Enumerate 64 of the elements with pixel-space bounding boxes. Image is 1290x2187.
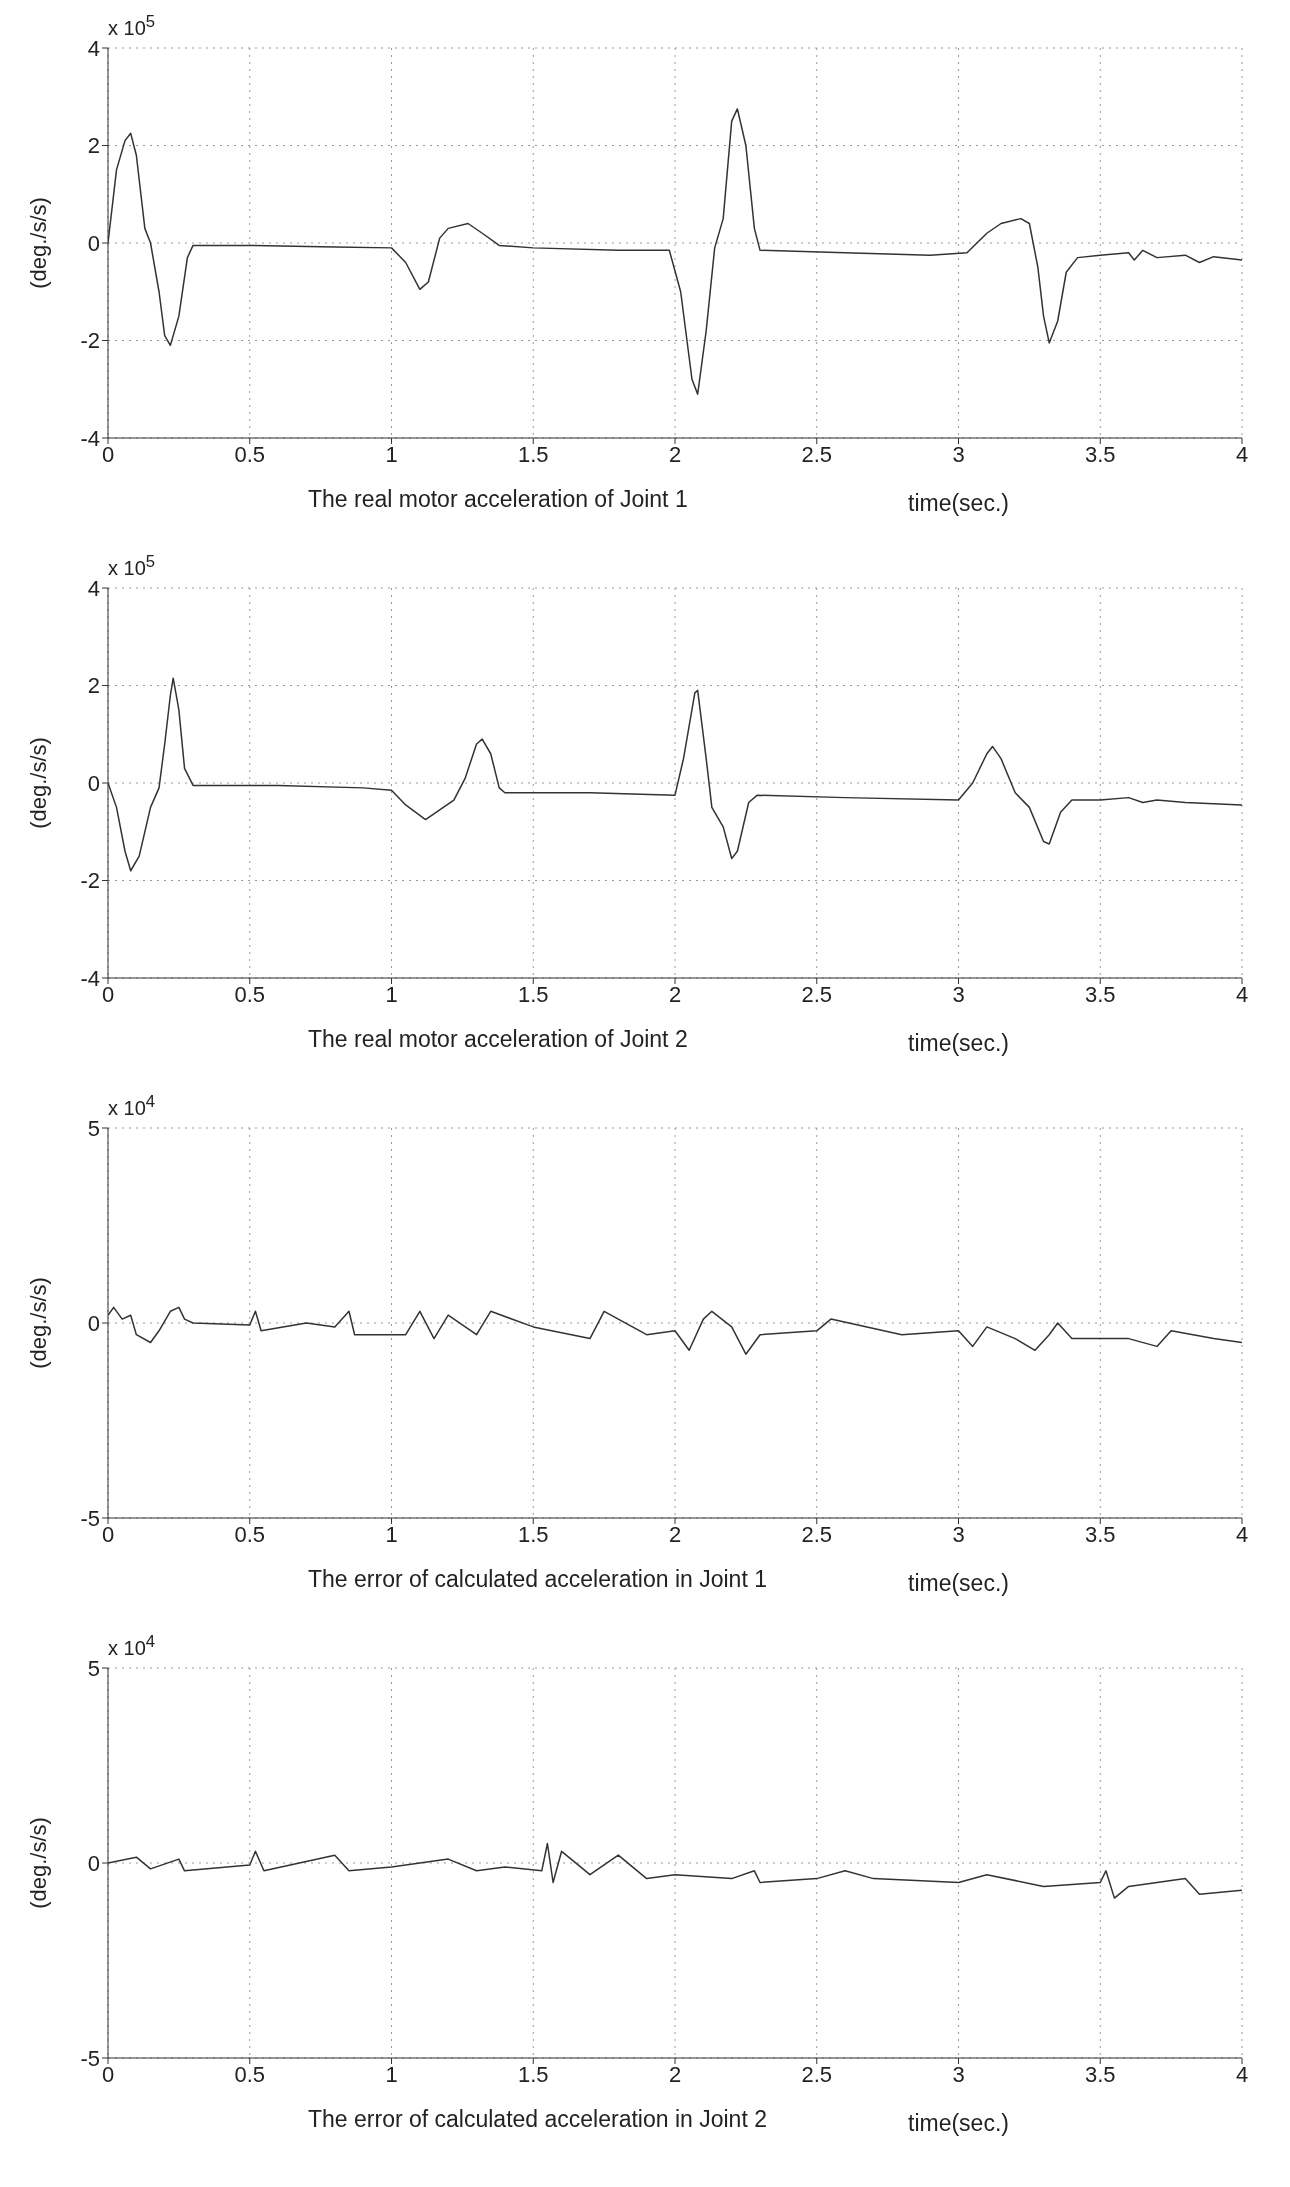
x-axis-title: time(sec.) (908, 2110, 1009, 2137)
y-tick-label: 2 (87, 673, 100, 699)
x-tick-label: 3 (952, 441, 965, 467)
y-tick-label: -2 (80, 328, 100, 354)
x-tick-label: 4 (1235, 1521, 1249, 1547)
x-tick-label: 2 (668, 1521, 682, 1547)
y-tick-label: 4 (87, 575, 100, 601)
x-axis-title: time(sec.) (908, 490, 1009, 517)
x-tick-label: 0.5 (234, 441, 266, 467)
x-tick-label: 2.5 (801, 441, 833, 467)
x-tick-label: 2.5 (801, 981, 833, 1007)
x-axis-title: time(sec.) (908, 1570, 1009, 1597)
x-tick-label: 0.5 (234, 1521, 266, 1547)
x-tick-label: 1.5 (517, 441, 549, 467)
x-tick-label: 4 (1235, 981, 1249, 1007)
x-tick-label: 3.5 (1084, 1521, 1116, 1547)
x-tick-label: 2 (668, 2061, 682, 2087)
y-tick-label: -5 (80, 2045, 100, 2071)
x-tick-label: 4 (1235, 441, 1249, 467)
y-axis-title: (deg./s/s) (25, 197, 51, 289)
x-tick-label: 0.5 (234, 2061, 266, 2087)
y-tick-label: 0 (87, 770, 100, 796)
y-tick-label: 0 (87, 1850, 100, 1876)
text: x 10$^{4}$ (108, 1632, 156, 1660)
text: The real motor acceleration of Joint 1 (308, 486, 688, 513)
x-tick-label: 1 (385, 1521, 398, 1547)
y-tick-label: -5 (80, 1505, 100, 1531)
text: The error of calculated acceleration in Joint 2 (308, 2106, 767, 2133)
x-tick-label: 2 (668, 441, 682, 467)
x-tick-label: 1.5 (517, 981, 549, 1007)
x-tick-label: 3.5 (1084, 2061, 1116, 2087)
x-tick-label: 1.5 (517, 2061, 549, 2087)
y-axis-title: (deg./s/s) (25, 737, 51, 829)
x-tick-label: 2 (668, 981, 682, 1007)
x-tick-label: 2.5 (801, 2061, 833, 2087)
y-tick-label: -4 (80, 965, 100, 991)
x-tick-label: 3 (952, 981, 965, 1007)
x-tick-label: 3 (952, 1521, 965, 1547)
x-tick-label: 1 (385, 981, 398, 1007)
y-tick-label: -2 (80, 868, 100, 894)
x-tick-label: 3 (952, 2061, 965, 2087)
x-tick-label: 1 (385, 2061, 398, 2087)
y-tick-label: 2 (87, 133, 100, 159)
x-tick-label: 1.5 (517, 1521, 549, 1547)
x-tick-label: 3.5 (1084, 981, 1116, 1007)
y-tick-label: 5 (87, 1655, 100, 1681)
y-axis-title: (deg./s/s) (25, 1817, 51, 1909)
y-tick-label: -4 (80, 425, 100, 451)
text: x 10$^{5}$ (108, 552, 156, 580)
y-tick-label: 5 (87, 1115, 100, 1141)
y-tick-label: 0 (87, 1310, 100, 1336)
x-tick-label: 2.5 (801, 1521, 833, 1547)
x-tick-label: 0.5 (234, 981, 266, 1007)
text: The real motor acceleration of Joint 2 (308, 1026, 688, 1053)
y-tick-label: 0 (87, 230, 100, 256)
x-tick-label: 4 (1235, 2061, 1249, 2087)
text: x 10$^{5}$ (108, 12, 156, 40)
y-axis-title: (deg./s/s) (25, 1277, 51, 1369)
x-tick-label: 3.5 (1084, 441, 1116, 467)
y-tick-label: 4 (87, 35, 100, 61)
text: x 10$^{4}$ (108, 1092, 156, 1120)
text: The error of calculated acceleration in Joint 1 (308, 1566, 767, 1593)
x-axis-title: time(sec.) (908, 1030, 1009, 1057)
x-tick-label: 1 (385, 441, 398, 467)
